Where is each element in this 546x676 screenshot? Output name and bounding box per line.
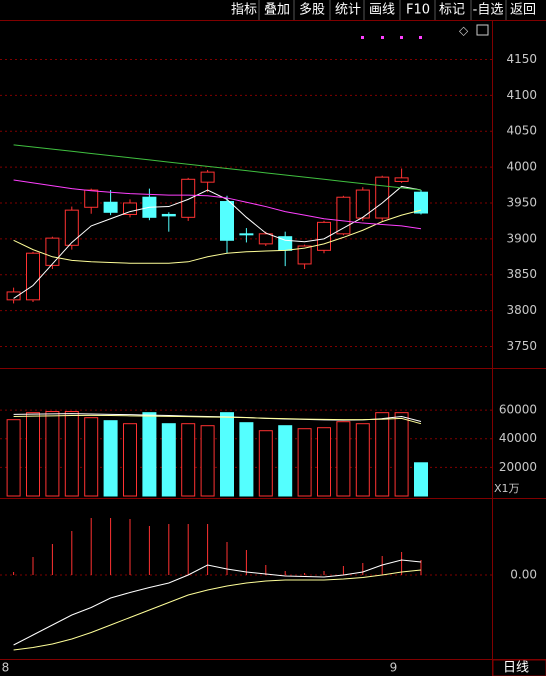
volume-bar xyxy=(123,423,137,497)
volume-bar xyxy=(161,423,176,497)
candle-body xyxy=(123,202,137,215)
y-tick-label: 3950 xyxy=(506,195,537,209)
x-tick-label: 8 xyxy=(2,661,10,675)
dot xyxy=(419,36,422,39)
volume-bar xyxy=(64,411,79,497)
period-box[interactable] xyxy=(492,659,546,676)
volume-bar xyxy=(336,421,351,497)
indicator-line xyxy=(13,414,422,425)
indicator-line xyxy=(13,144,422,191)
period-label[interactable]: 日线 xyxy=(503,661,529,676)
candle-body xyxy=(181,178,196,218)
candle-body xyxy=(317,221,331,251)
candle-body xyxy=(375,176,390,219)
toolbar-button[interactable]: 返回 xyxy=(510,3,536,18)
dot xyxy=(361,36,364,39)
indicator-line xyxy=(13,569,422,651)
toolbar-button[interactable]: F10 xyxy=(406,3,430,18)
y-tick-label: 3850 xyxy=(506,267,537,281)
indicator-line xyxy=(13,185,422,299)
x-tick-label: 9 xyxy=(390,661,398,675)
y-tick-label: 20000 xyxy=(499,460,537,474)
y-tick-label: 0.00 xyxy=(510,568,537,582)
indicator-line xyxy=(13,209,422,264)
candle-body xyxy=(297,245,312,265)
volume-bar xyxy=(181,423,196,497)
volume-bar xyxy=(394,412,409,497)
volume-bar xyxy=(355,423,370,497)
toolbar-button[interactable]: 叠加 xyxy=(264,3,290,18)
y-tick-label: 3800 xyxy=(506,303,537,317)
volume-bar xyxy=(220,412,234,497)
volume-bar xyxy=(414,462,428,497)
candle-body xyxy=(84,189,99,208)
volume-bar xyxy=(84,417,99,497)
candle-body xyxy=(45,237,60,266)
dot xyxy=(381,36,384,39)
y-tick-label: 4050 xyxy=(506,124,537,138)
candle-body xyxy=(258,233,273,245)
dot xyxy=(400,36,403,39)
y-tick-label: 3900 xyxy=(506,231,537,245)
y-tick-label: 4100 xyxy=(506,88,537,102)
unit-label: X1万 xyxy=(494,482,520,495)
candle-body xyxy=(355,189,370,219)
candle-body xyxy=(239,233,254,236)
candle-body xyxy=(414,191,428,214)
toolbar-button[interactable]: 统计 xyxy=(335,3,361,18)
volume-bar xyxy=(103,420,118,497)
toolbar-button[interactable]: -自选 xyxy=(473,3,504,18)
volume-bar xyxy=(278,425,293,497)
toolbar-button[interactable]: 指标 xyxy=(231,3,257,18)
candle-body xyxy=(336,196,351,235)
candle-body xyxy=(6,291,21,301)
candle-body xyxy=(64,209,79,246)
volume-bar xyxy=(142,412,157,497)
legend-dots xyxy=(361,36,422,39)
volume-bar xyxy=(297,428,312,497)
volume-bar xyxy=(317,427,331,497)
y-tick-label: 3750 xyxy=(506,339,537,353)
diamond-icon[interactable]: ◇ xyxy=(459,24,469,38)
candle-body xyxy=(161,213,176,217)
volume-bar xyxy=(239,422,254,497)
y-tick-label: 4150 xyxy=(506,52,537,66)
candle-body xyxy=(200,171,215,183)
candle-body xyxy=(220,201,234,241)
toolbar-button[interactable]: 多股 xyxy=(299,2,325,18)
window-icon[interactable] xyxy=(476,24,489,36)
volume-bar xyxy=(6,419,21,497)
candle-body xyxy=(394,177,409,182)
candle-body xyxy=(103,201,118,213)
y-tick-label: 4000 xyxy=(506,160,537,174)
volume-bar xyxy=(26,412,40,497)
toolbar-button[interactable]: 标记 xyxy=(439,3,465,18)
volume-bar xyxy=(45,411,60,497)
volume-bar xyxy=(375,412,390,497)
toolbar-button[interactable]: 画线 xyxy=(369,3,395,18)
candle-body xyxy=(26,252,40,301)
volume-bar xyxy=(258,430,273,497)
y-tick-label: 60000 xyxy=(499,403,537,417)
indicator-line xyxy=(13,179,422,230)
y-tick-label: 40000 xyxy=(499,431,537,445)
indicator-line xyxy=(13,559,422,646)
volume-bar xyxy=(200,425,215,497)
